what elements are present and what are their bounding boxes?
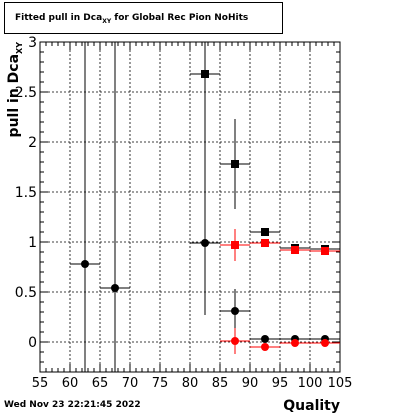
data-point-circle: [261, 343, 269, 351]
data-point-square: [201, 70, 209, 78]
y-tick-label: 0.5: [15, 285, 37, 301]
y-tick-label: 2: [28, 135, 37, 151]
data-point-square: [261, 228, 269, 236]
grid: [40, 42, 340, 372]
chart-title-box: Fitted pull in DcaXY for Global Rec Pion…: [4, 2, 283, 34]
y-tick-label: 2.5: [15, 85, 37, 101]
data-point-circle: [321, 339, 329, 347]
x-axis-title: Quality: [283, 398, 340, 414]
timestamp: Wed Nov 23 22:21:45 2022: [4, 400, 141, 410]
chart-title-suffix: for Global Rec Pion NoHits: [111, 13, 249, 23]
y-axis-title-prefix: pull in Dca: [6, 54, 22, 137]
x-axis: 55 60 65 70 75 80 85 90 95 100 105: [32, 42, 353, 391]
x-tick-label: 100: [298, 376, 323, 391]
data-layer: [70, 42, 340, 372]
y-axis: 0 0.5 1 1.5 2 2.5 3: [15, 35, 340, 373]
y-tick-label: 1: [28, 235, 37, 251]
data-point-square: [321, 247, 329, 255]
data-point-square: [261, 239, 269, 247]
x-tick-label: 75: [152, 376, 169, 391]
x-tick-label: 85: [212, 376, 229, 391]
chart-title: Fitted pull in DcaXY for Global Rec Pion…: [15, 13, 248, 25]
data-point-square: [231, 241, 239, 249]
x-tick-label: 55: [32, 376, 49, 391]
x-tick-label: 95: [272, 376, 289, 391]
x-tick-label: 90: [242, 376, 259, 391]
data-point-circle: [261, 335, 269, 343]
data-point-circle: [291, 339, 299, 347]
chart-title-subscript: XY: [102, 18, 112, 25]
data-point-square: [291, 246, 299, 254]
y-tick-label: 0: [28, 335, 37, 351]
x-tick-label: 105: [328, 376, 353, 391]
x-tick-label: 65: [92, 376, 109, 391]
data-point-circle: [201, 239, 209, 247]
y-axis-title: pull in DcaXY: [6, 42, 24, 138]
y-tick-label: 3: [28, 35, 37, 51]
data-point-circle: [231, 307, 239, 315]
data-point-circle: [81, 260, 89, 268]
x-tick-label: 80: [182, 376, 199, 391]
y-axis-title-subscript: XY: [15, 42, 24, 54]
y-tick-label: 1.5: [15, 185, 37, 201]
markers-3: [231, 337, 329, 351]
data-point-circle: [111, 284, 119, 292]
chart-title-prefix: Fitted pull in Dca: [15, 13, 103, 23]
x-tick-label: 60: [62, 376, 79, 391]
markers-1: [231, 239, 329, 255]
data-point-square: [231, 160, 239, 168]
data-point-circle: [231, 337, 239, 345]
x-tick-label: 70: [122, 376, 139, 391]
